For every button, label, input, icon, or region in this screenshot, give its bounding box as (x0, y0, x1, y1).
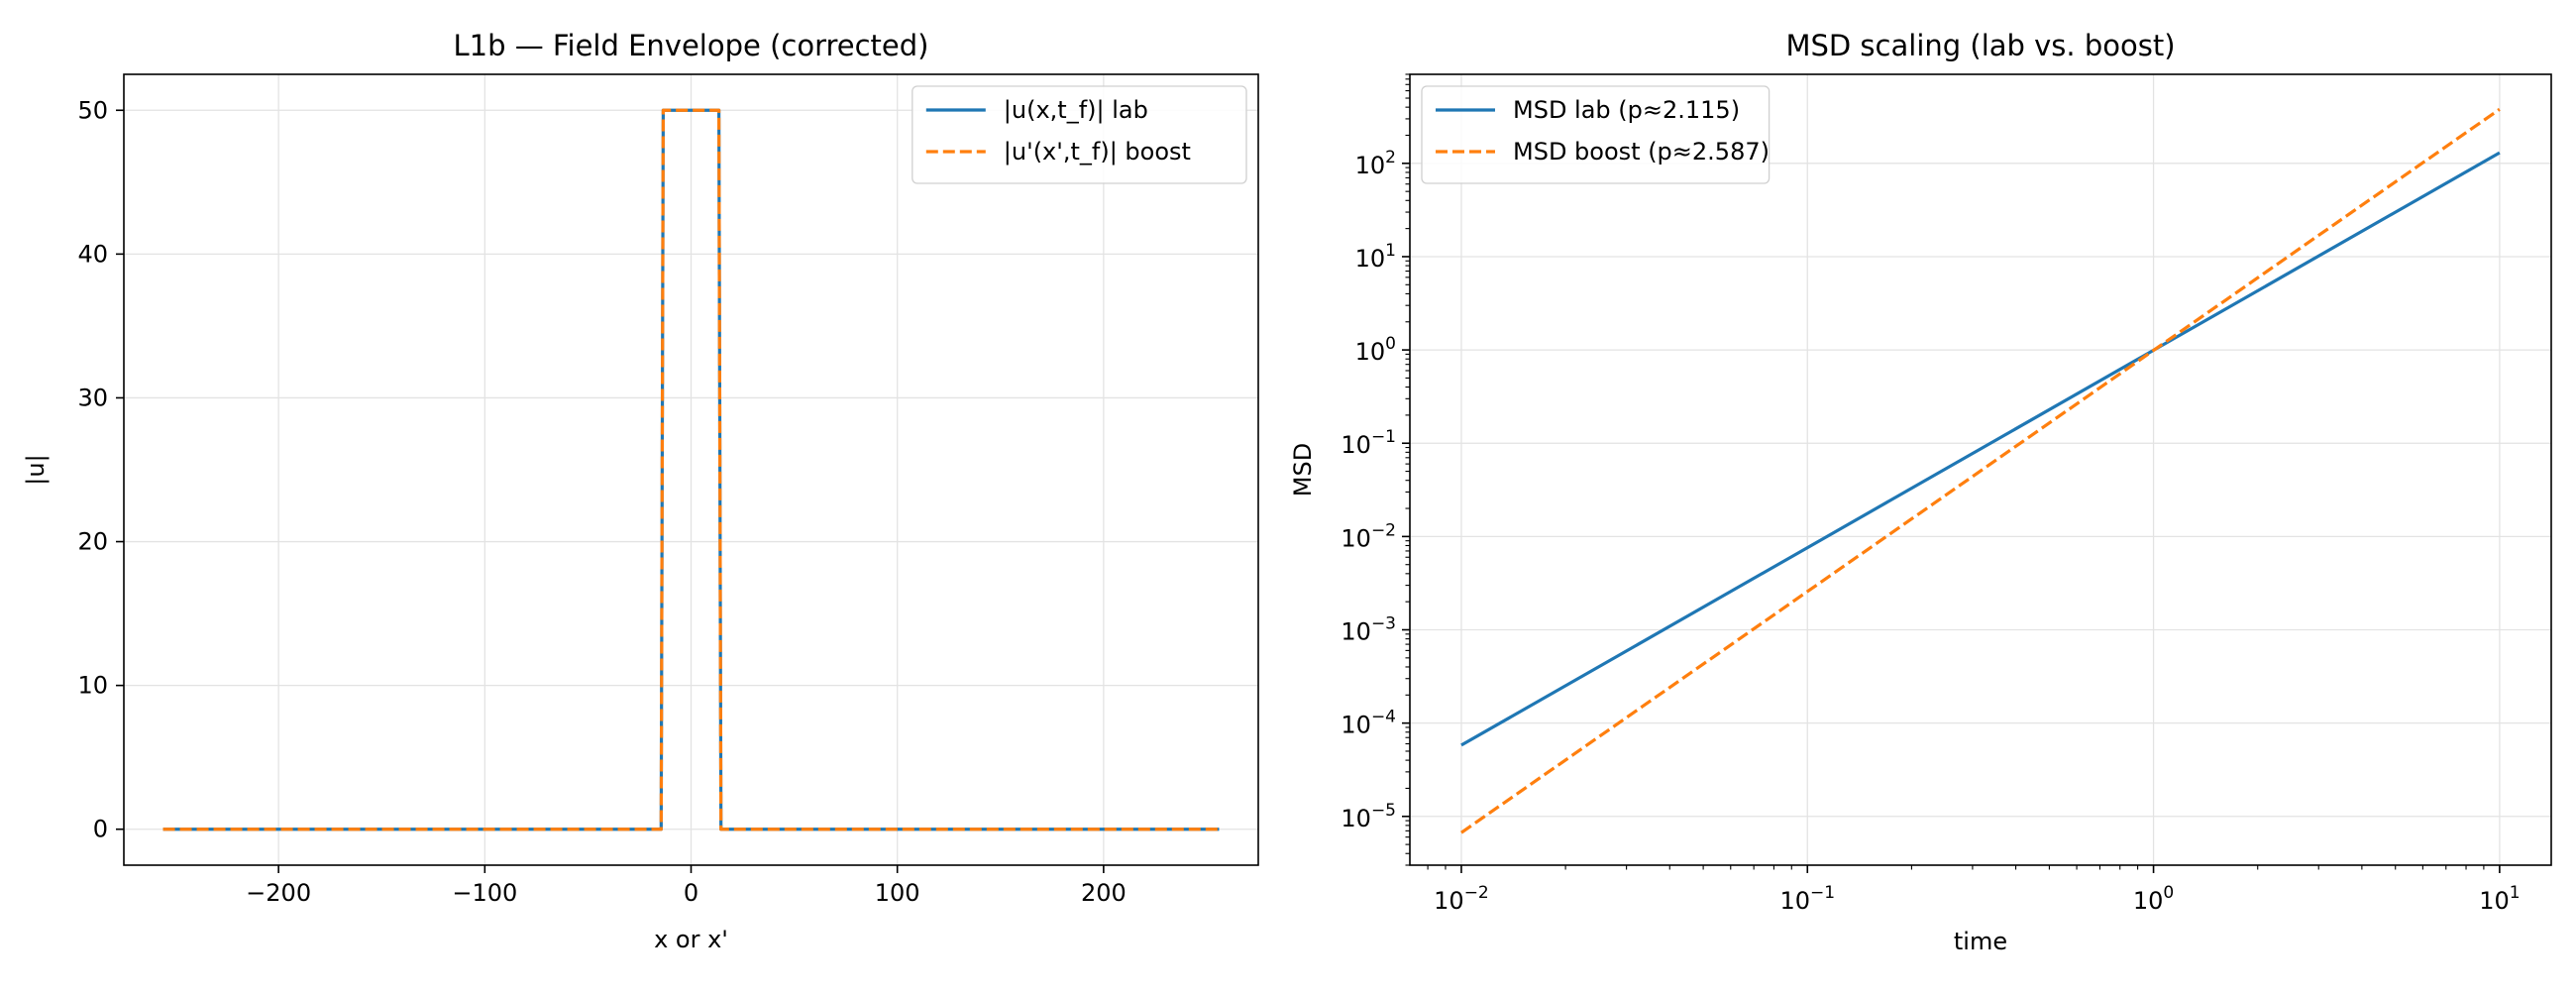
y-tick-label: 20 (77, 528, 108, 556)
chart-title: MSD scaling (lab vs. boost) (1785, 29, 2175, 62)
y-tick-label: 40 (77, 240, 108, 268)
x-tick-label: 101 (2479, 883, 2520, 915)
y-tick-label: 100 (1355, 334, 1396, 366)
x-tick-label: 100 (875, 879, 920, 907)
y-tick-label: 102 (1355, 148, 1396, 179)
y-tick-label: 101 (1355, 241, 1396, 273)
x-tick-label: 10−1 (1779, 883, 1835, 915)
y-tick-label: 10 (77, 672, 108, 700)
y-tick-label: 0 (93, 816, 108, 843)
chart-title: L1b — Field Envelope (corrected) (453, 29, 928, 62)
y-tick-label: 10−4 (1341, 708, 1396, 739)
legend-box (1421, 85, 1771, 184)
series-group (1460, 107, 2501, 834)
x-tick-label: −100 (452, 879, 517, 907)
chart-panel-1: −200 −100 0 100 200 0 10 20 30 40 50 L1b — Field En… (22, 29, 1259, 953)
legend-label-2: |u'(x',t_f)| boost (1004, 138, 1191, 166)
legend-label-2: MSD boost (p≈2.587) (1513, 138, 1770, 166)
x-tick-label: −200 (246, 879, 311, 907)
x-tick-label: 0 (684, 879, 698, 907)
legend-label-1: MSD lab (p≈2.115) (1513, 96, 1740, 124)
grid (1410, 74, 2551, 865)
x-axis-label: time (1954, 928, 2007, 955)
chart-panel-2: 10−2 10−1 100 101 10−5 10−4 10−3 10−2 10−1 100 101… (1289, 29, 2552, 955)
y-tick-label: 10−1 (1341, 427, 1396, 459)
y-tick-label: 10−5 (1341, 801, 1396, 832)
x-axis-label: x or x' (654, 926, 728, 953)
y-tick-label: 50 (77, 96, 108, 124)
x-tick-label: 200 (1081, 879, 1127, 907)
legend: MSD lab (p≈2.115) MSD boost (p≈2.587) (1421, 85, 1771, 184)
y-tick-label: 10−3 (1341, 614, 1396, 646)
y-axis-label: |u| (22, 454, 50, 485)
x-tick-label: 10−2 (1434, 883, 1489, 915)
legend: |u(x,t_f)| lab |u'(x',t_f)| boost (912, 85, 1247, 184)
series-line-1 (1460, 151, 2501, 747)
x-tick-label: 100 (2133, 883, 2174, 915)
series-group (162, 108, 1220, 831)
legend-label-1: |u(x,t_f)| lab (1004, 96, 1148, 124)
legend-box (912, 85, 1247, 184)
plot-frame (1409, 73, 2552, 866)
y-tick-label: 30 (77, 384, 108, 411)
y-axis-label: MSD (1289, 443, 1317, 497)
series-line-2 (162, 108, 1220, 831)
series-line-2 (1460, 107, 2501, 834)
y-tick-label: 10−2 (1341, 520, 1396, 552)
grid (124, 74, 1258, 865)
